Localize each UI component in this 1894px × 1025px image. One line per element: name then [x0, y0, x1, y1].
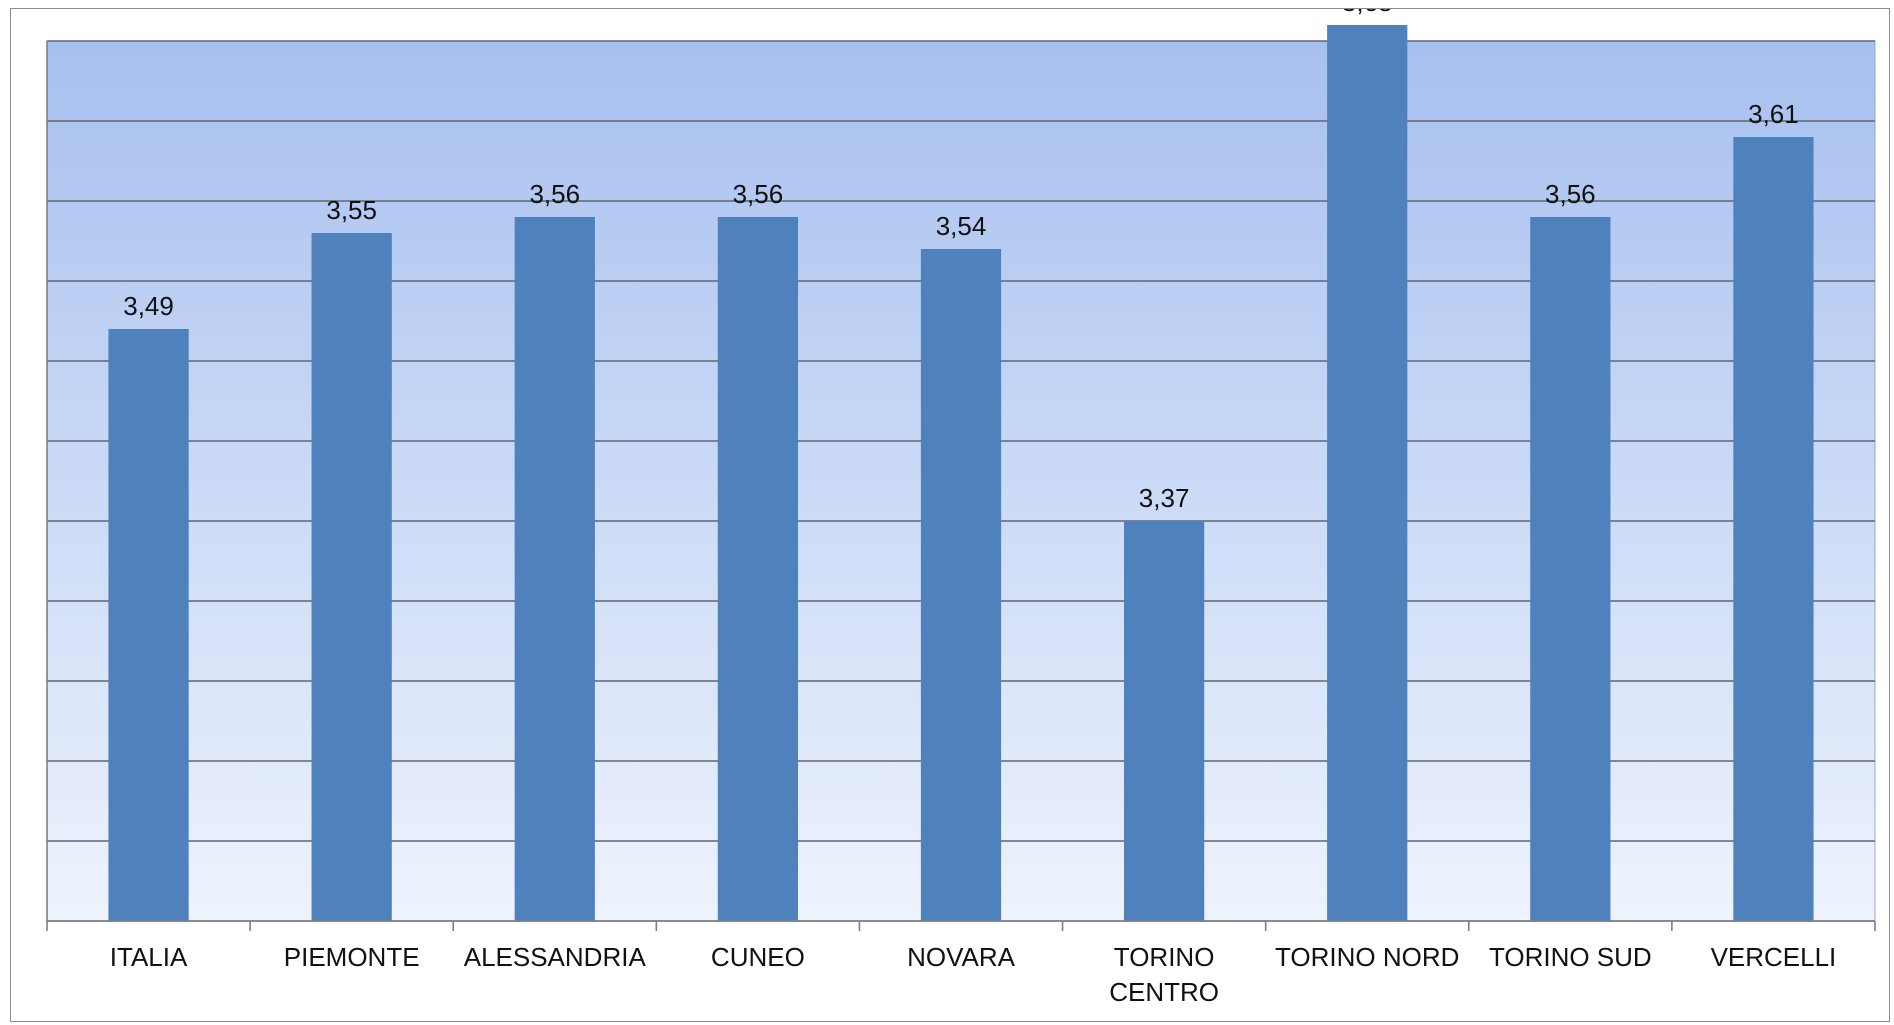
bar: [311, 233, 392, 921]
data-label: 3,61: [1748, 99, 1799, 129]
data-label: 3,55: [326, 195, 377, 225]
data-label: 3,56: [1545, 179, 1596, 209]
category-label: ALESSANDRIA: [464, 942, 647, 972]
category-label: CUNEO: [711, 942, 805, 972]
bar: [108, 329, 189, 921]
bar: [717, 217, 799, 921]
data-label: 3,56: [733, 179, 784, 209]
category-label: NOVARA: [907, 942, 1016, 972]
data-label: 3,56: [529, 179, 580, 209]
bar: [920, 249, 1002, 921]
bar: [1123, 521, 1205, 921]
data-label: 3,49: [123, 291, 174, 321]
data-label: 3,37: [1139, 483, 1190, 513]
category-label: ITALIA: [110, 942, 188, 972]
bar-chart: 3,49 ITALIA 3,55 PIEMONTE 3,56 ALESSANDRIA 3,5…: [46, 9, 1876, 1007]
chart-frame: 3,49 ITALIA 3,55 PIEMONTE 3,56 ALESSANDRIA 3,5…: [10, 8, 1890, 1022]
category-label: TORINO NORD: [1275, 942, 1459, 972]
data-label: 3,54: [936, 211, 987, 241]
category-label: PIEMONTE: [284, 942, 420, 972]
category-label: TORINO SUD: [1489, 942, 1652, 972]
bar: [1733, 137, 1814, 921]
data-label: 3,68: [1342, 9, 1393, 17]
category-label: TORINO CENTRO: [1109, 942, 1219, 1007]
bar: [514, 217, 595, 921]
bar: [1530, 217, 1611, 921]
bar: [1327, 25, 1408, 921]
category-label: VERCELLI: [1711, 942, 1837, 972]
